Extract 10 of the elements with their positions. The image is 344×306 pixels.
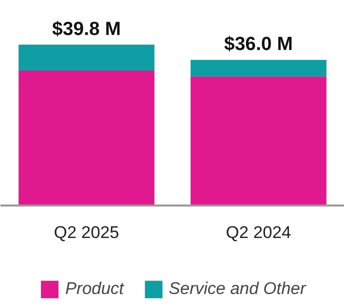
bar	[190, 76, 326, 206]
legend-label: Product	[65, 279, 124, 299]
bar	[190, 60, 326, 76]
annotation: $39.8 M	[52, 18, 121, 40]
bar	[18, 70, 154, 206]
x-tick-label: Q2 2025	[54, 222, 120, 242]
annotation: $36.0 M	[224, 34, 293, 56]
x-tick-label: Q2 2024	[226, 222, 292, 242]
legend-label: Service and Other	[168, 279, 306, 299]
bar	[18, 44, 154, 70]
